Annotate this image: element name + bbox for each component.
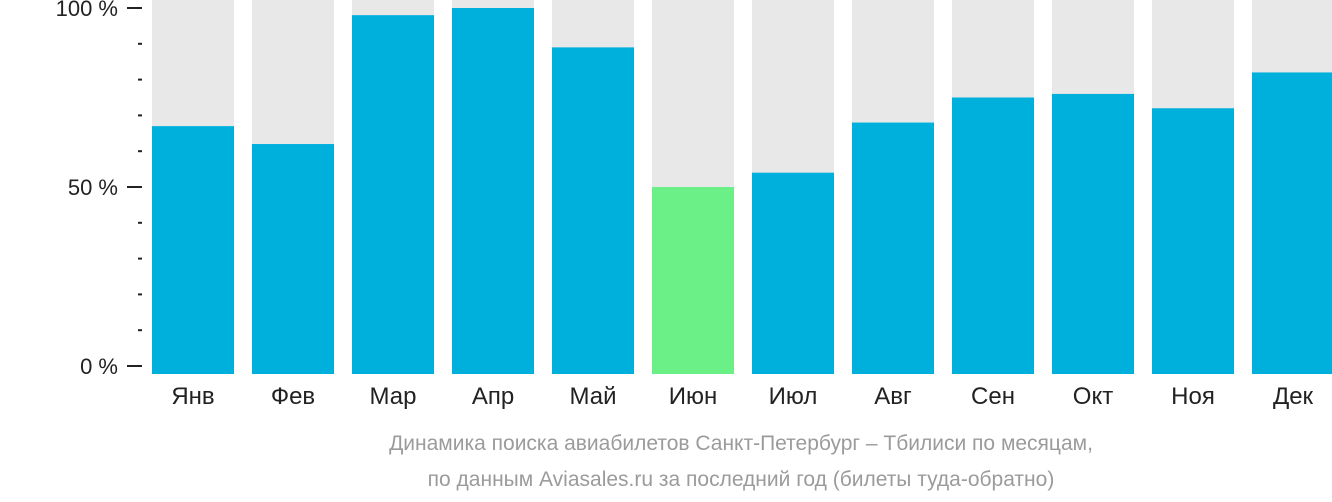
bar [152,126,234,374]
bar-chart: 0 % 50 % 100 % Янв Фев Мар Апр Май Июн Июл Авг Сен… [56,0,1332,410]
y-tick-label: 100 % [56,0,118,21]
bar [252,144,334,374]
x-tick-label: Дек [1273,383,1314,410]
bar [1052,93,1134,375]
x-tick-label: Июл [769,383,818,410]
chart-caption-line-2: по данным Aviasales.ru за последний год … [427,468,1055,491]
y-tick-label: 50 % [68,175,118,200]
bar [352,15,434,374]
bar [952,97,1034,374]
x-tick-label: Июн [669,383,718,410]
x-tick-label: Май [569,383,616,410]
x-tick-label: Окт [1073,383,1113,410]
bar [452,8,534,374]
bar [852,122,934,374]
x-tick-label: Апр [472,383,514,410]
y-axis: 0 % 50 % 100 % [56,0,142,379]
bars [152,8,1332,375]
x-tick-label: Авг [874,383,912,410]
bar [1152,108,1234,375]
bar [652,187,734,374]
bar [1252,72,1332,374]
bar [752,172,834,374]
bar [552,47,634,374]
x-tick-label: Сен [971,383,1015,410]
x-tick-label: Ноя [1171,383,1215,410]
x-tick-label: Фев [271,383,315,410]
x-tick-label: Янв [171,383,214,410]
chart-caption-line-1: Динамика поиска авиабилетов Санкт-Петерб… [389,432,1093,455]
y-tick-label: 0 % [80,354,118,379]
x-tick-label: Мар [370,383,417,410]
x-axis: Янв Фев Мар Апр Май Июн Июл Авг Сен Окт Ноя Дек [171,383,1313,410]
